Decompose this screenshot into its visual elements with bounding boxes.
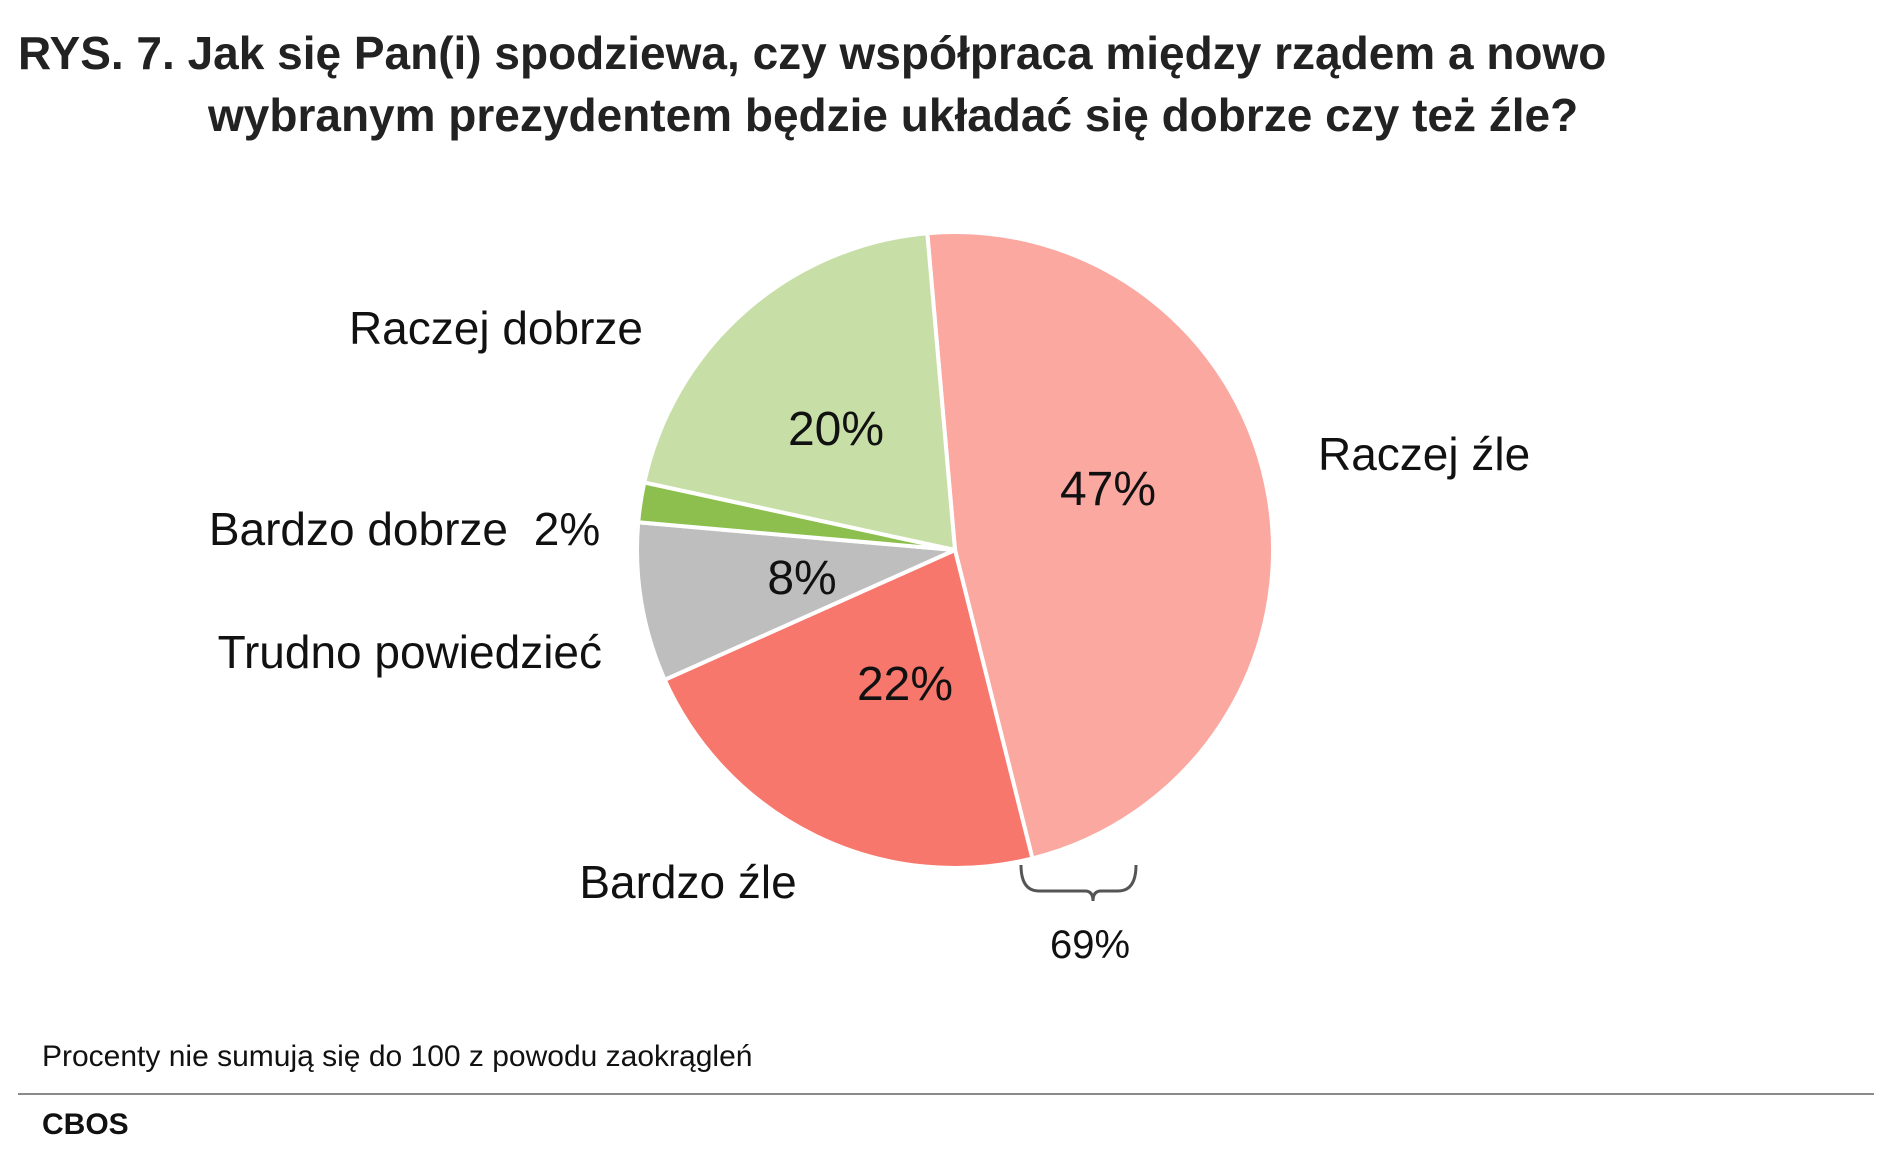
pie-slice-raczej-zle xyxy=(925,230,1275,861)
pie-labels: 47% Raczej źle 22% Bardzo źle 8% Trudno powie… xyxy=(209,302,1530,908)
bracket-line xyxy=(1019,864,1138,902)
footer-divider xyxy=(18,1093,1874,1095)
chart-title-line-1: RYS. 7. Jak się Pan(i) spodziewa, czy ws… xyxy=(18,27,1607,79)
pie-slices xyxy=(635,230,1275,870)
data-label-bardzo-dobrze: 2% xyxy=(534,503,600,555)
chart-title-line-2: wybranym prezydentem będzie układać się … xyxy=(208,89,1579,141)
category-label-raczej-dobrze: Raczej dobrze xyxy=(349,302,643,354)
chart-title: RYS. 7. Jak się Pan(i) spodziewa, czy ws… xyxy=(18,22,1858,146)
pie-slice-raczej-dobrze xyxy=(642,231,957,552)
data-label-raczej-dobrze: 20% xyxy=(788,403,884,456)
category-label-bardzo-zle: Bardzo źle xyxy=(579,856,796,908)
category-label-trudno-powiedziec: Trudno powiedzieć xyxy=(218,626,602,678)
bracket-label: 69% xyxy=(1050,923,1130,967)
footnote: Procenty nie sumują się do 100 z powodu … xyxy=(42,1040,753,1073)
bracket-group: 69% xyxy=(1019,864,1138,967)
data-label-bardzo-zle: 22% xyxy=(857,658,953,711)
pie-slice-trudno-powiedziec xyxy=(635,520,957,682)
data-label-raczej-zle: 47% xyxy=(1060,463,1156,516)
category-label-raczej-zle: Raczej źle xyxy=(1318,428,1530,480)
data-label-trudno-powiedziec: 8% xyxy=(767,552,836,605)
category-label-bardzo-dobrze: Bardzo dobrze xyxy=(209,503,508,555)
source-label: CBOS xyxy=(42,1108,129,1141)
pie-slice-bardzo-zle xyxy=(662,548,1035,870)
